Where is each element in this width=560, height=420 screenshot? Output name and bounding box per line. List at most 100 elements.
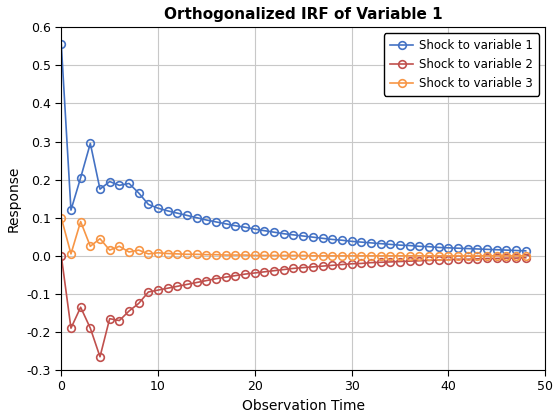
Shock to variable 3 <box>406 253 413 258</box>
Shock to variable 1 <box>503 247 510 252</box>
Shock to variable 1 <box>367 240 374 245</box>
Shock to variable 3 <box>87 244 94 249</box>
Shock to variable 1 <box>358 239 365 244</box>
Shock to variable 1 <box>455 246 461 251</box>
Line: Shock to variable 2: Shock to variable 2 <box>58 252 530 361</box>
Shock to variable 2 <box>164 286 171 291</box>
Shock to variable 1 <box>136 190 142 195</box>
Shock to variable 3 <box>426 253 432 258</box>
Shock to variable 3 <box>445 253 452 258</box>
Shock to variable 2 <box>367 260 374 265</box>
Shock to variable 2 <box>261 269 268 274</box>
Shock to variable 2 <box>58 253 64 258</box>
Shock to variable 1 <box>184 213 190 218</box>
Legend: Shock to variable 1, Shock to variable 2, Shock to variable 3: Shock to variable 1, Shock to variable 2… <box>384 33 539 96</box>
Shock to variable 3 <box>203 252 210 257</box>
Shock to variable 3 <box>97 236 104 241</box>
Shock to variable 1 <box>145 202 152 207</box>
Shock to variable 3 <box>484 253 491 258</box>
Shock to variable 1 <box>125 181 132 186</box>
Shock to variable 1 <box>97 186 104 192</box>
Shock to variable 2 <box>396 259 403 264</box>
Shock to variable 1 <box>174 211 181 216</box>
Shock to variable 3 <box>116 244 123 249</box>
X-axis label: Observation Time: Observation Time <box>242 399 365 413</box>
Shock to variable 2 <box>106 316 113 321</box>
Shock to variable 1 <box>77 175 84 180</box>
Shock to variable 2 <box>251 270 258 276</box>
Shock to variable 1 <box>435 245 442 250</box>
Shock to variable 3 <box>503 253 510 258</box>
Shock to variable 3 <box>261 253 268 258</box>
Shock to variable 3 <box>387 253 394 258</box>
Shock to variable 2 <box>281 267 287 272</box>
Shock to variable 3 <box>493 253 500 258</box>
Shock to variable 1 <box>155 206 161 211</box>
Shock to variable 3 <box>106 247 113 252</box>
Shock to variable 2 <box>97 354 104 359</box>
Shock to variable 1 <box>396 243 403 248</box>
Shock to variable 3 <box>319 253 326 258</box>
Shock to variable 3 <box>232 252 239 257</box>
Shock to variable 1 <box>348 239 355 244</box>
Shock to variable 2 <box>445 257 452 262</box>
Shock to variable 1 <box>68 207 74 213</box>
Shock to variable 3 <box>77 219 84 224</box>
Shock to variable 3 <box>300 253 306 258</box>
Shock to variable 2 <box>242 272 249 277</box>
Shock to variable 3 <box>367 253 374 258</box>
Shock to variable 3 <box>396 253 403 258</box>
Shock to variable 2 <box>68 326 74 331</box>
Shock to variable 2 <box>145 289 152 294</box>
Shock to variable 2 <box>213 276 220 281</box>
Shock to variable 1 <box>377 241 384 246</box>
Shock to variable 3 <box>464 253 471 258</box>
Shock to variable 2 <box>377 260 384 265</box>
Shock to variable 3 <box>125 249 132 255</box>
Shock to variable 3 <box>522 253 529 258</box>
Shock to variable 3 <box>136 247 142 252</box>
Shock to variable 2 <box>184 282 190 287</box>
Shock to variable 3 <box>512 253 519 258</box>
Shock to variable 1 <box>426 244 432 249</box>
Shock to variable 3 <box>184 252 190 257</box>
Shock to variable 1 <box>281 231 287 236</box>
Shock to variable 3 <box>271 253 278 258</box>
Shock to variable 1 <box>493 247 500 252</box>
Shock to variable 3 <box>281 253 287 258</box>
Shock to variable 1 <box>290 232 297 237</box>
Shock to variable 1 <box>406 243 413 248</box>
Shock to variable 2 <box>77 305 84 310</box>
Shock to variable 1 <box>116 183 123 188</box>
Shock to variable 3 <box>242 252 249 257</box>
Shock to variable 2 <box>271 268 278 273</box>
Shock to variable 1 <box>474 247 480 252</box>
Shock to variable 3 <box>329 253 335 258</box>
Shock to variable 3 <box>348 253 355 258</box>
Shock to variable 3 <box>358 253 365 258</box>
Shock to variable 1 <box>319 236 326 241</box>
Shock to variable 2 <box>416 258 423 263</box>
Shock to variable 1 <box>232 223 239 228</box>
Shock to variable 1 <box>58 42 64 47</box>
Shock to variable 2 <box>222 275 229 280</box>
Shock to variable 2 <box>329 263 335 268</box>
Shock to variable 2 <box>193 280 200 285</box>
Line: Shock to variable 3: Shock to variable 3 <box>58 214 530 260</box>
Shock to variable 3 <box>58 215 64 220</box>
Shock to variable 1 <box>387 242 394 247</box>
Shock to variable 1 <box>522 248 529 253</box>
Shock to variable 1 <box>261 228 268 233</box>
Shock to variable 3 <box>222 252 229 257</box>
Shock to variable 1 <box>87 141 94 146</box>
Shock to variable 1 <box>300 234 306 239</box>
Shock to variable 1 <box>213 219 220 224</box>
Shock to variable 1 <box>484 247 491 252</box>
Shock to variable 1 <box>310 235 316 240</box>
Shock to variable 2 <box>455 257 461 262</box>
Shock to variable 3 <box>174 252 181 257</box>
Shock to variable 1 <box>251 227 258 232</box>
Shock to variable 1 <box>416 244 423 249</box>
Shock to variable 2 <box>155 288 161 293</box>
Shock to variable 3 <box>455 253 461 258</box>
